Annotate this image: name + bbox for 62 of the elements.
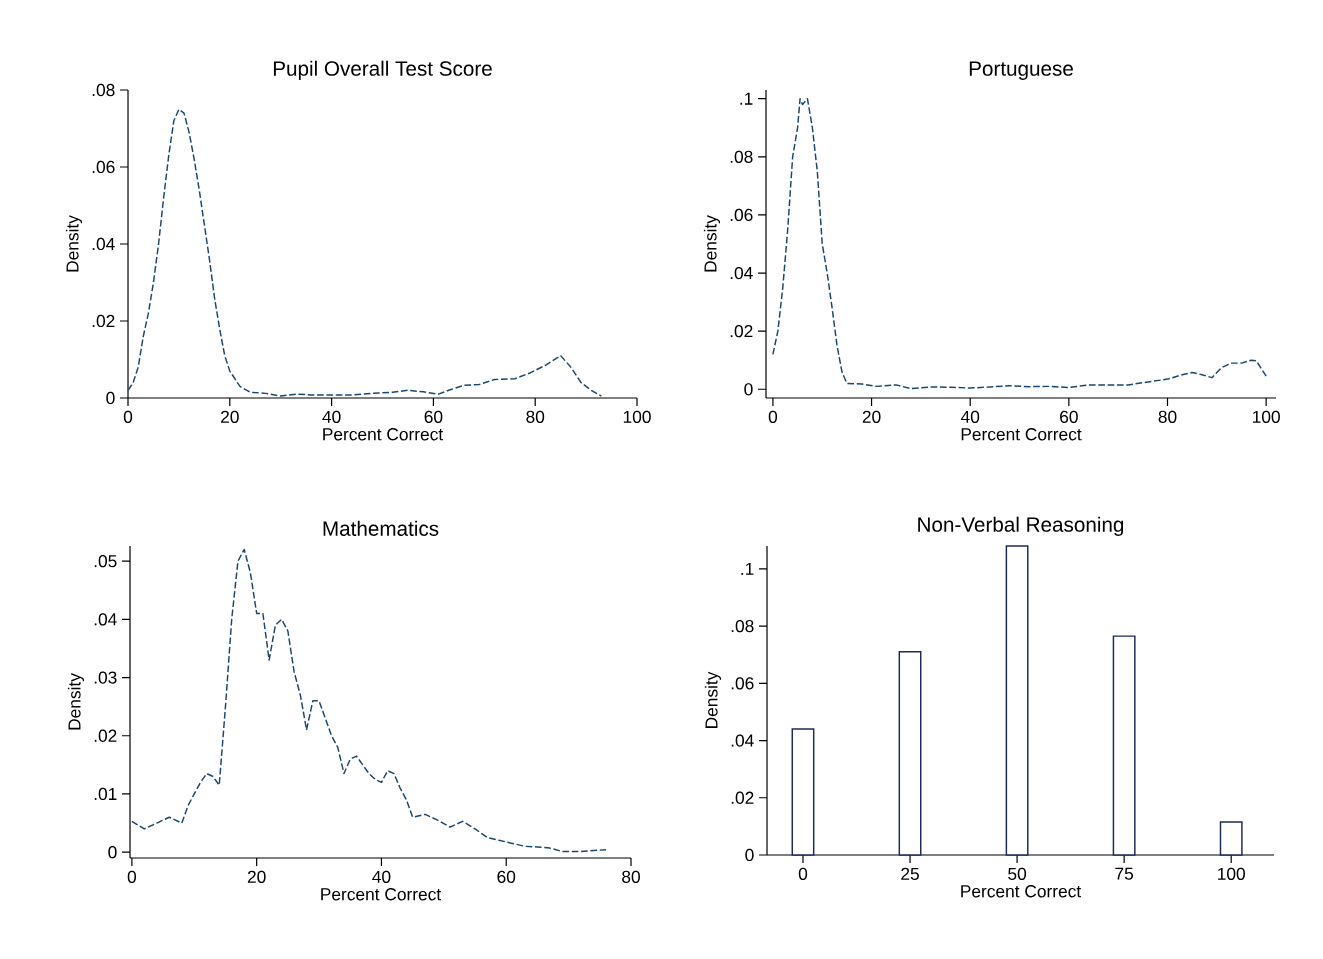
chart-title: Mathematics <box>323 520 439 536</box>
x-tick-label: 80 <box>1158 410 1177 423</box>
y-tick-label: .06 <box>730 208 753 222</box>
y-tick-label: 0 <box>745 848 754 862</box>
x-tick-label: 20 <box>221 410 239 423</box>
bar <box>1219 821 1243 856</box>
y-tick-label: .04 <box>94 613 117 626</box>
x-tick-label: 0 <box>127 870 137 883</box>
x-tick-label: 80 <box>622 870 640 883</box>
x-tick-label: 40 <box>960 410 980 423</box>
x-tick-label: 40 <box>322 410 341 423</box>
chart-title: Portuguese <box>969 61 1073 80</box>
x-tick-label: 75 <box>1115 867 1134 880</box>
chart-title: Non-Verbal Reasoning <box>918 516 1124 536</box>
x-tick-label: 60 <box>497 870 516 883</box>
x-tick-label: 60 <box>1060 410 1078 423</box>
x-tick-label: 100 <box>623 410 651 423</box>
y-tick-label: .1 <box>740 92 753 105</box>
y-tick-label: .02 <box>730 325 753 338</box>
y-tick-label: 0 <box>108 846 117 859</box>
x-tick-label: 100 <box>1253 410 1280 423</box>
x-axis-title: Percent Correct <box>321 888 442 901</box>
bar <box>791 728 815 856</box>
x-tick-label: 20 <box>247 870 266 883</box>
y-tick-label: .08 <box>730 150 753 163</box>
x-tick-label: 0 <box>123 410 133 423</box>
y-tick-label: .08 <box>92 83 115 97</box>
x-tick-label: 25 <box>901 867 919 880</box>
y-tick-label: .05 <box>94 554 117 568</box>
x-tick-label: 100 <box>1218 867 1245 880</box>
y-tick-label: .06 <box>731 677 754 690</box>
y-tick-label: .04 <box>731 734 754 747</box>
y-tick-label: .02 <box>92 314 115 328</box>
y-tick-label: .01 <box>94 787 117 801</box>
y-tick-label: .04 <box>92 237 115 251</box>
y-tick-label: .04 <box>730 266 753 280</box>
y-tick-label: .02 <box>731 791 754 804</box>
x-axis-title: Percent Correct <box>961 428 1082 441</box>
x-tick-label: 40 <box>372 870 391 883</box>
x-tick-label: 80 <box>526 410 545 423</box>
x-axis-title: Percent Correct <box>323 428 444 441</box>
y-tick-label: .02 <box>94 729 117 742</box>
y-tick-label: .1 <box>741 562 754 575</box>
chart-title: Pupil Overall Test Score <box>273 60 492 80</box>
x-tick-label: 50 <box>1008 867 1027 880</box>
y-tick-label: .06 <box>92 160 115 174</box>
y-tick-label: .08 <box>731 619 754 633</box>
y-tick-label: 0 <box>744 383 753 396</box>
y-tick-label: 0 <box>106 391 115 405</box>
y-axis-title: Density <box>65 215 83 272</box>
x-tick-label: 0 <box>768 410 778 423</box>
bar <box>1112 635 1136 856</box>
y-axis-title: Density <box>704 671 722 728</box>
x-axis-title: Percent Correct <box>961 885 1082 898</box>
x-tick-label: 60 <box>424 410 443 423</box>
bar <box>1005 545 1029 856</box>
x-tick-label: 20 <box>862 410 881 423</box>
x-tick-label: 0 <box>798 867 808 880</box>
bar <box>898 651 922 856</box>
y-tick-label: .03 <box>94 671 117 684</box>
y-axis-title: Density <box>703 215 721 272</box>
y-axis-title: Density <box>67 673 85 730</box>
